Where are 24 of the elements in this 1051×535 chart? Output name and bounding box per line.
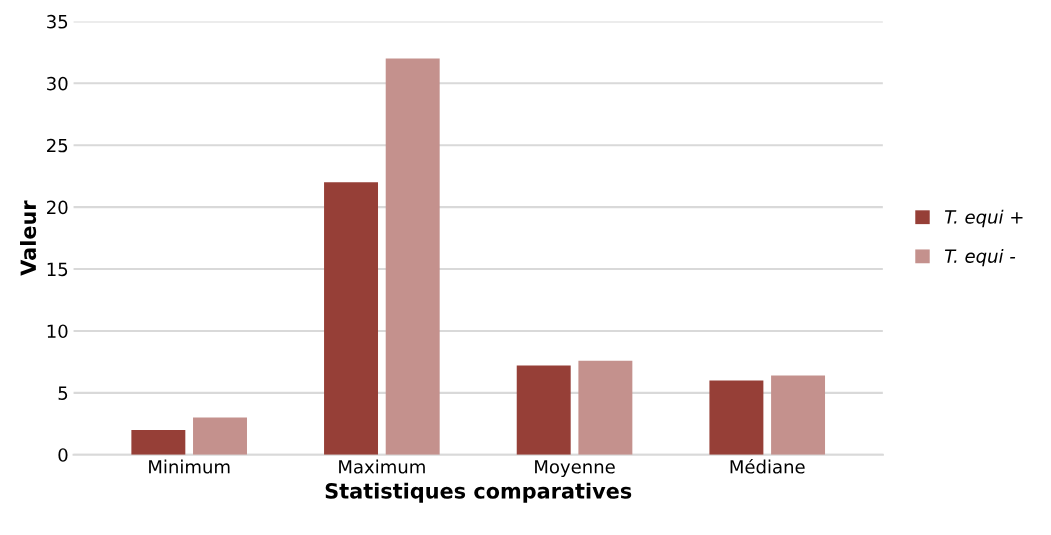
y-tick-label: 15 — [47, 262, 68, 277]
bar — [193, 417, 247, 455]
bar — [578, 360, 633, 455]
y-tick-label: 20 — [47, 200, 68, 215]
bar — [324, 182, 379, 455]
x-tick-label: Moyenne — [535, 460, 615, 478]
bar — [516, 365, 571, 455]
x-tick-label: Maximum — [339, 459, 425, 474]
y-tick-label: 0 — [58, 448, 68, 462]
y-tick-label: 30 — [47, 76, 68, 91]
bar — [131, 429, 186, 455]
x-axis-title: Statistiques comparatives — [325, 482, 632, 503]
bar — [385, 58, 440, 455]
y-axis-title: Valeur — [20, 200, 37, 276]
y-tick-label: 5 — [58, 386, 68, 400]
bar — [771, 375, 826, 455]
legend-label: T. equi + — [944, 209, 1023, 228]
y-tick-label: 25 — [47, 138, 68, 153]
x-tick-label: Médiane — [730, 458, 805, 474]
x-tick-label: Minimum — [149, 459, 230, 474]
bar — [709, 380, 764, 455]
legend-label: T. equi - — [944, 248, 1016, 267]
y-tick-label: 10 — [47, 324, 68, 339]
y-tick-label: 35 — [47, 14, 68, 29]
